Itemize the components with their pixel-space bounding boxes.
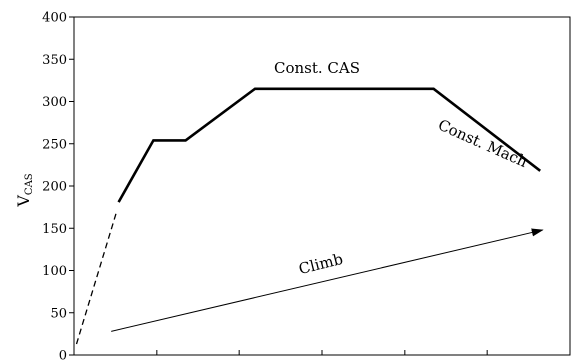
- climb-arrow: [111, 228, 544, 332]
- y-axis-label: VCAS: [14, 173, 35, 207]
- y-tick-label: 300: [42, 95, 67, 110]
- y-tick-label: 400: [42, 11, 67, 26]
- y-tick-label: 350: [42, 53, 67, 68]
- dashed-series-line: [75, 212, 117, 345]
- solid-series-line: [117, 87, 541, 203]
- y-tick-label: 50: [50, 306, 67, 321]
- y-axis-label-sub: CAS: [24, 173, 35, 195]
- y-tick-label: 150: [42, 222, 67, 237]
- y-tick-label: 250: [42, 137, 67, 152]
- series-layer: [75, 87, 541, 345]
- y-tick-label: 100: [42, 264, 67, 279]
- y-tick-label: 200: [42, 180, 67, 195]
- axes: 0 50 100 150 200 250 300 350 400: [42, 11, 571, 363]
- y-tick-label: 0: [59, 349, 67, 363]
- annotation-label: Climb: [297, 250, 345, 278]
- annotation-label: Const. Mach: [435, 116, 530, 172]
- annotation-label: Const. CAS: [274, 59, 360, 77]
- annotation-layer: Const. CAS Const. Mach Climb: [111, 59, 544, 332]
- y-axis-label-main: V: [14, 195, 33, 208]
